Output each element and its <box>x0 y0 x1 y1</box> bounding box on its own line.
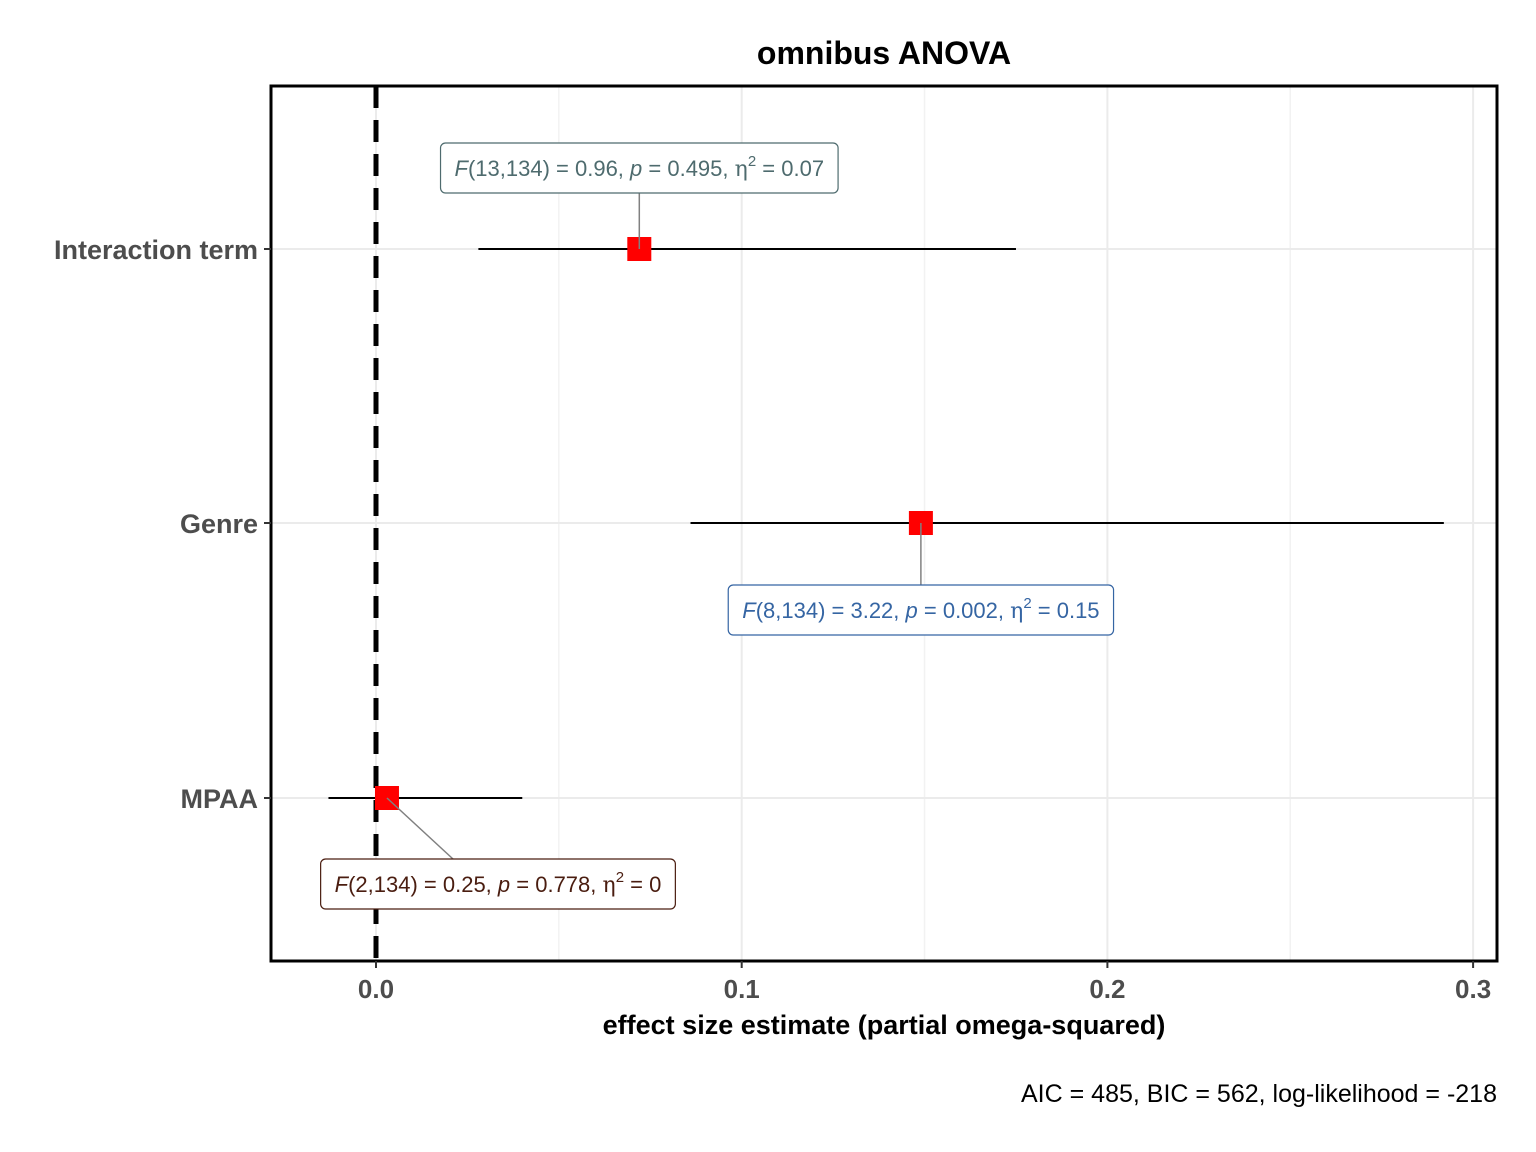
x-tick-label: 0.2 <box>1089 974 1125 1004</box>
stat-label-text: F(2,134) = 0.25, p = 0.778, η2 = 0 <box>335 869 662 898</box>
y-axis: Interaction term Genre MPAA <box>54 235 271 814</box>
stat-label-box <box>320 858 676 910</box>
stat-label-box <box>727 584 1115 636</box>
stat-label-text: F(13,134) = 0.96, p = 0.495, η2 = 0.07 <box>455 153 825 182</box>
stat-label: F(2,134) = 0.25, p = 0.778, η2 = 0 <box>320 858 676 910</box>
y-tick-label: Interaction term <box>54 235 258 265</box>
y-tick-label: MPAA <box>181 784 259 814</box>
stat-label: F(8,134) = 3.22, p = 0.002, η2 = 0.15 <box>727 584 1115 636</box>
x-tick-label: 0.1 <box>724 974 760 1004</box>
stat-label-text: F(8,134) = 3.22, p = 0.002, η2 = 0.15 <box>742 595 1099 624</box>
x-tick-label: 0.0 <box>358 974 394 1004</box>
label-connector <box>386 797 454 860</box>
stat-label-box <box>439 142 839 194</box>
stat-label: F(13,134) = 0.96, p = 0.495, η2 = 0.07 <box>439 142 839 194</box>
stat-labels: F(13,134) = 0.96, p = 0.495, η2 = 0.07 F(… <box>320 142 1115 910</box>
y-tick-label: Genre <box>180 509 258 539</box>
x-axis: 0.0 0.1 0.2 0.3 <box>358 961 1491 1004</box>
x-tick-label: 0.3 <box>1455 974 1491 1004</box>
chart-title: omnibus ANOVA <box>757 35 1011 71</box>
model-fit-caption: AIC = 485, BIC = 562, log-likelihood = -… <box>1021 1080 1497 1108</box>
x-axis-label: effect size estimate (partial omega-squa… <box>603 1010 1166 1040</box>
